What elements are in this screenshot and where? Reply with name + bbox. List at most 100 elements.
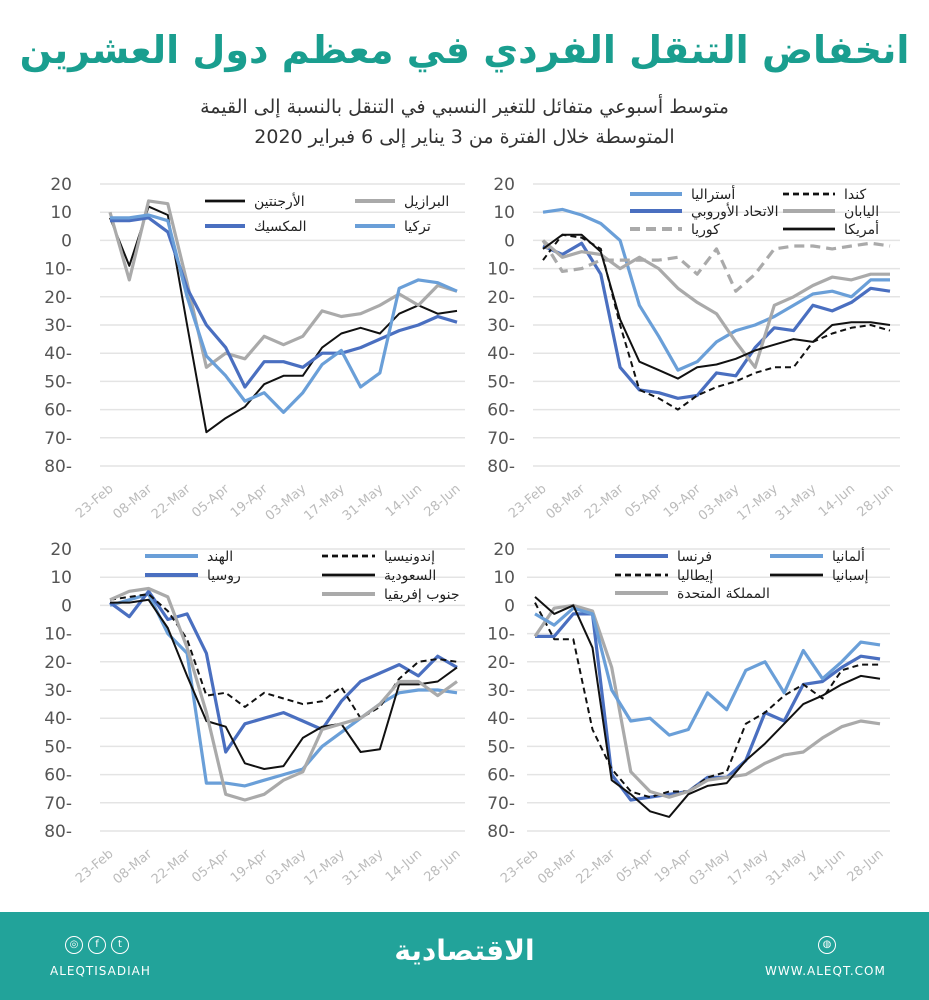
legend-label: البرازيل [404,194,449,210]
x-tick-label: 17-May [725,846,772,889]
legend-label: ألمانيا [832,547,865,565]
x-tick-label: 03-May [263,481,310,524]
y-tick-label: 40- [487,709,515,729]
series-line [542,233,891,411]
x-tick-label: 28-Jun [855,482,897,521]
legend-label: اليابان [844,204,879,220]
legend-label: إيطاليا [677,568,713,584]
legend-label: إندونيسيا [384,549,435,565]
y-tick-label: 10 [50,203,72,223]
series-line [109,592,458,788]
x-tick-label: 03-May [687,846,734,889]
y-tick-label: 30- [44,316,72,336]
y-tick-label: 30- [487,316,515,336]
legend-label: كوريا [691,222,720,238]
series-line [110,216,458,389]
series-line [110,213,458,414]
x-tick-label: 08-Mar [543,481,588,522]
y-tick-label: 80- [487,822,515,842]
x-tick-label: 08-Mar [110,846,155,887]
x-tick-label: 23-Feb [73,482,117,522]
x-tick-label: 22-Mar [574,846,619,887]
page-title: انخفاض التنقل الفردي في معظم دول العشرين [19,28,910,72]
legend-label: تركيا [404,219,431,235]
y-tick-label: 20- [487,653,515,673]
legend-label: السعودية [384,568,436,584]
series-line [109,589,458,754]
legend-label: الاتحاد الأوروبي [691,202,778,220]
x-tick-label: 14-Jun [806,847,848,886]
y-tick-label: 10- [44,625,72,645]
series-line [110,598,458,770]
x-tick-label: 28-Jun [845,847,887,886]
y-tick-label: 60- [44,766,72,786]
series-line [542,233,891,380]
legend-label: فرنسا [677,549,712,565]
legend-label: المملكة المتحدة [677,586,770,602]
y-tick-label: 40- [487,344,515,364]
y-tick-label: 70- [487,794,515,814]
legend-label: أستراليا [691,185,735,203]
x-tick-label: 17-May [734,481,781,524]
series-line [542,241,891,400]
series-line [109,586,458,802]
subtitle-line-1: متوسط أسبوعي متفائل للتغير النسبي في الت… [200,96,729,118]
y-tick-label: 0 [61,231,72,251]
y-tick-label: 10- [487,625,515,645]
x-tick-label: 08-Mar [110,481,155,522]
x-tick-label: 23-Feb [73,847,117,887]
y-tick-label: 50- [487,372,515,392]
series-line [534,602,880,799]
y-tick-label: 10- [44,260,72,280]
instagram-icon[interactable]: ◎ [65,936,83,954]
y-tick-label: 60- [487,401,515,421]
legend-label: جنوب إفريقيا [384,587,460,603]
y-tick-label: 30- [44,681,72,701]
x-tick-label: 05-Apr [614,846,657,886]
series-line [534,606,881,737]
x-tick-label: 31-May [340,846,387,889]
y-tick-label: 80- [487,457,515,477]
legend-label: كندا [844,187,866,203]
y-tick-label: 70- [44,429,72,449]
y-tick-label: 20 [493,175,515,195]
y-tick-label: 20- [487,288,515,308]
y-tick-label: 0 [504,596,515,616]
legend-label: المكسيك [254,219,307,235]
y-tick-label: 20- [44,288,72,308]
twitter-icon[interactable]: t [111,936,129,954]
subtitle-line-2: المتوسطة خلال الفترة من 3 يناير إلى 6 فب… [254,126,675,148]
y-tick-label: 20 [50,540,72,560]
series-line [109,593,458,720]
x-tick-label: 28-Jun [422,482,464,521]
website-link[interactable]: WWW.ALEQT.COM [765,964,886,978]
x-tick-label: 22-Mar [149,481,194,522]
legend-label: إسبانيا [832,568,869,584]
x-tick-label: 14-Jun [383,482,425,521]
y-tick-label: 50- [44,737,72,757]
y-tick-label: 40- [44,709,72,729]
facebook-icon[interactable]: f [88,936,106,954]
chart-bottom-left: 20 10 0 10- 20- 30- 40- 50- 60- 70- 80- 23-Feb 08-Ma… [0,535,470,895]
globe-icon: ◍ [818,936,836,954]
legend-label: روسيا [207,568,241,584]
x-tick-label: 14-Jun [383,847,425,886]
y-tick-label: 50- [44,372,72,392]
x-tick-label: 22-Mar [582,481,627,522]
x-tick-label: 05-Apr [622,481,665,521]
footer: ◎ f t ALEQTISADIAH الاقتصادية ◍ WWW.ALEQ… [0,912,929,1000]
y-tick-label: 0 [504,231,515,251]
y-tick-label: 50- [487,737,515,757]
y-tick-label: 70- [487,429,515,449]
brand-logo: الاقتصادية [394,934,535,967]
legend-label: الهند [207,549,233,565]
social-handle: ALEQTISADIAH [50,964,151,978]
y-tick-label: 30- [487,681,515,701]
series-line [533,603,881,799]
x-tick-label: 03-May [696,481,743,524]
x-tick-label: 03-May [263,846,310,889]
legend-label: أمريكا [844,220,879,238]
y-tick-label: 60- [44,401,72,421]
x-tick-label: 28-Jun [422,847,464,886]
y-tick-label: 80- [44,822,72,842]
